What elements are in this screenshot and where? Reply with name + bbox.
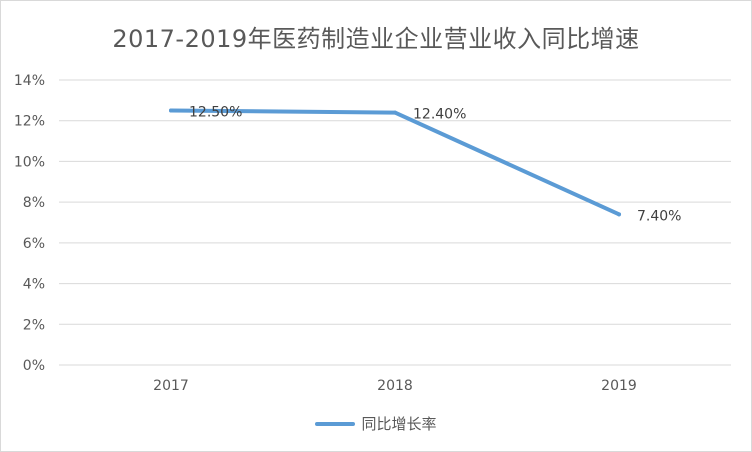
legend-label: 同比增长率 (361, 415, 437, 433)
x-tick-label: 2018 (377, 378, 413, 394)
y-tick-label: 0% (23, 358, 45, 374)
y-tick-label: 8% (23, 195, 45, 211)
y-tick-label: 10% (14, 154, 45, 170)
y-tick-label: 2% (23, 317, 45, 333)
x-tick-label: 2017 (153, 378, 189, 394)
data-label: 12.40% (413, 107, 466, 123)
legend: 同比增长率 (1, 413, 751, 434)
y-tick-label: 6% (23, 236, 45, 252)
series-line (169, 108, 621, 217)
x-tick-label: 2019 (601, 378, 637, 394)
data-label: 12.50% (189, 105, 242, 121)
y-tick-label: 4% (23, 277, 45, 293)
legend-swatch (315, 421, 356, 426)
data-point (617, 212, 621, 217)
data-label: 7.40% (637, 208, 681, 224)
y-tick-label: 12% (14, 114, 45, 130)
data-point (169, 108, 173, 113)
data-point (393, 110, 397, 115)
y-tick-label: 14% (14, 73, 45, 89)
chart-title: 2017-2019年医药制造业企业营业收入同比增速 (112, 25, 640, 53)
